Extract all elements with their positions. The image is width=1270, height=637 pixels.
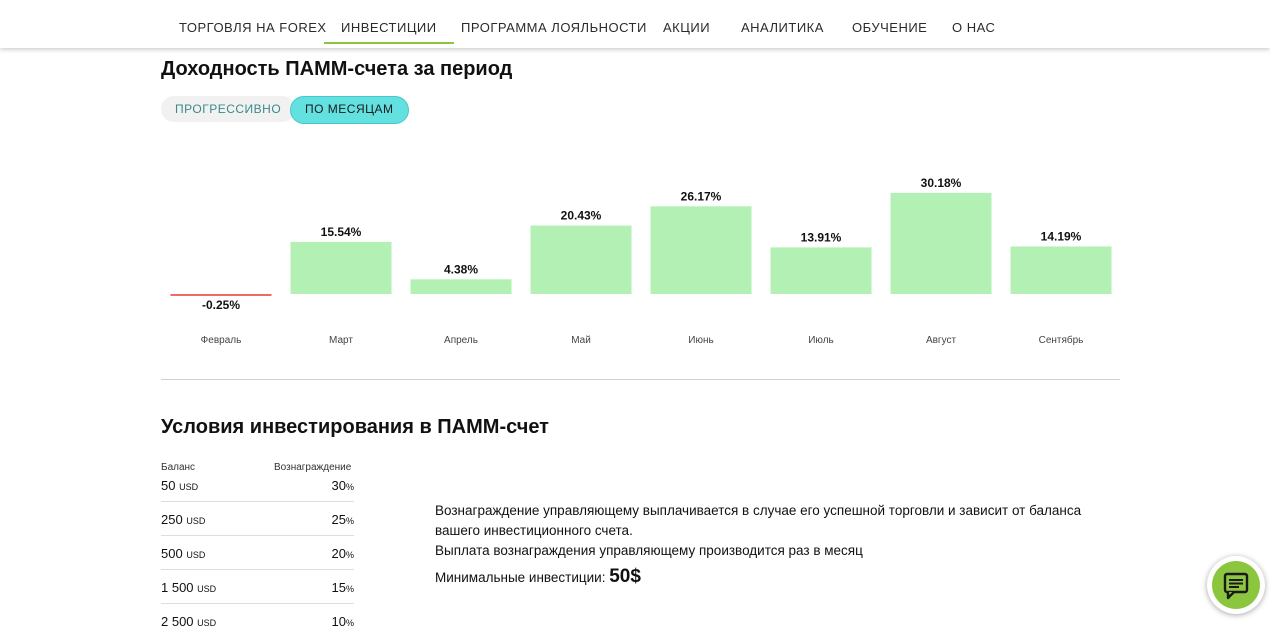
nav-item-investments[interactable]: ИНВЕСТИЦИИ: [324, 0, 454, 44]
chat-icon: [1212, 561, 1260, 609]
nav-item-education[interactable]: ОБУЧЕНИЕ: [852, 20, 928, 35]
reward-value: 25%: [331, 512, 354, 527]
nav-item-forex[interactable]: ТОРГОВЛЯ НА FOREX: [179, 20, 327, 35]
month-label-3: Май: [571, 335, 591, 346]
month-label-5: Июль: [808, 335, 834, 346]
reward-value: 30%: [331, 478, 354, 493]
bar-3: [530, 225, 632, 294]
toggle-monthly-button[interactable]: ПО МЕСЯЦАМ: [290, 96, 409, 124]
bar-value-label-3: 20.43%: [561, 209, 602, 223]
reward-value: 10%: [331, 614, 354, 629]
bar-7: [1010, 246, 1112, 294]
nav-item-analytics[interactable]: АНАЛИТИКА: [741, 20, 824, 35]
bar-value-label-5: 13.91%: [801, 230, 842, 244]
balance-value: 250 USD: [161, 512, 206, 527]
table-row: 250 USD 25%: [161, 501, 354, 536]
table-row: 50 USD 30%: [161, 467, 354, 502]
min-investment-label: Минимальные инвестиции:: [435, 570, 606, 585]
month-label-6: Август: [926, 335, 957, 346]
balance-column-header: Баланс: [161, 462, 196, 473]
bar-6: [890, 192, 992, 294]
reward-value: 15%: [331, 580, 354, 595]
bar-value-label-0: -0.25%: [202, 298, 240, 312]
month-label-4: Июнь: [688, 335, 713, 346]
bar-value-label-1: 15.54%: [321, 225, 362, 239]
bar-2: [410, 279, 512, 294]
bar-value-label-4: 26.17%: [681, 189, 722, 203]
top-navigation: ТОРГОВЛЯ НА FOREX ИНВЕСТИЦИИ ПРОГРАММА Л…: [0, 0, 1270, 48]
nav-item-loyalty[interactable]: ПРОГРАММА ЛОЯЛЬНОСТИ: [461, 20, 647, 35]
chat-button[interactable]: [1207, 556, 1265, 614]
bar-1: [290, 241, 392, 294]
min-investment: Минимальные инвестиции: 50$: [435, 567, 641, 588]
toggle-progressive-button[interactable]: ПРОГРЕССИВНО: [161, 96, 296, 122]
reward-column-header: Вознаграждение: [274, 462, 352, 473]
bar-value-label-7: 14.19%: [1041, 229, 1082, 243]
balance-value: 50 USD: [161, 478, 199, 493]
table-row: 500 USD 20%: [161, 535, 354, 570]
balance-value: 500 USD: [161, 546, 206, 561]
bar-4: [650, 206, 752, 294]
bar-value-label-6: 30.18%: [921, 176, 962, 190]
month-label-7: Сентябрь: [1039, 334, 1084, 346]
month-label-2: Апрель: [444, 335, 478, 346]
balance-value: 1 500 USD: [161, 580, 217, 595]
info-line: Вознаграждение управляющему выплачиваетс…: [435, 503, 1082, 518]
month-label-0: Февраль: [201, 335, 242, 346]
bar-value-label-2: 4.38%: [444, 262, 478, 276]
info-line: вашего инвестиционного счета.: [435, 523, 633, 538]
yield-section-title: Доходность ПАММ-счета за период: [161, 58, 513, 80]
table-row: 2 500 USD 10%: [161, 603, 354, 637]
info-line: Выплата вознаграждения управляющему прои…: [435, 543, 863, 558]
nav-item-about[interactable]: О НАС: [952, 20, 996, 35]
conditions-section-title: Условия инвестирования в ПАММ-счет: [161, 416, 549, 438]
month-label-1: Март: [329, 335, 353, 346]
reward-value: 20%: [331, 546, 354, 561]
monthly-yield-chart: -0.25% Февраль 15.54% Март 4.38% Апрель 20.43%…: [170, 176, 1112, 346]
bar-5: [770, 247, 872, 294]
nav-item-promotions[interactable]: АКЦИИ: [663, 20, 711, 35]
table-row: 1 500 USD 15%: [161, 569, 354, 604]
reward-info-text: Вознаграждение управляющему выплачиваетс…: [435, 501, 1081, 561]
min-investment-value: 50$: [609, 566, 641, 587]
balance-value: 2 500 USD: [161, 614, 217, 629]
section-divider: [161, 379, 1120, 380]
